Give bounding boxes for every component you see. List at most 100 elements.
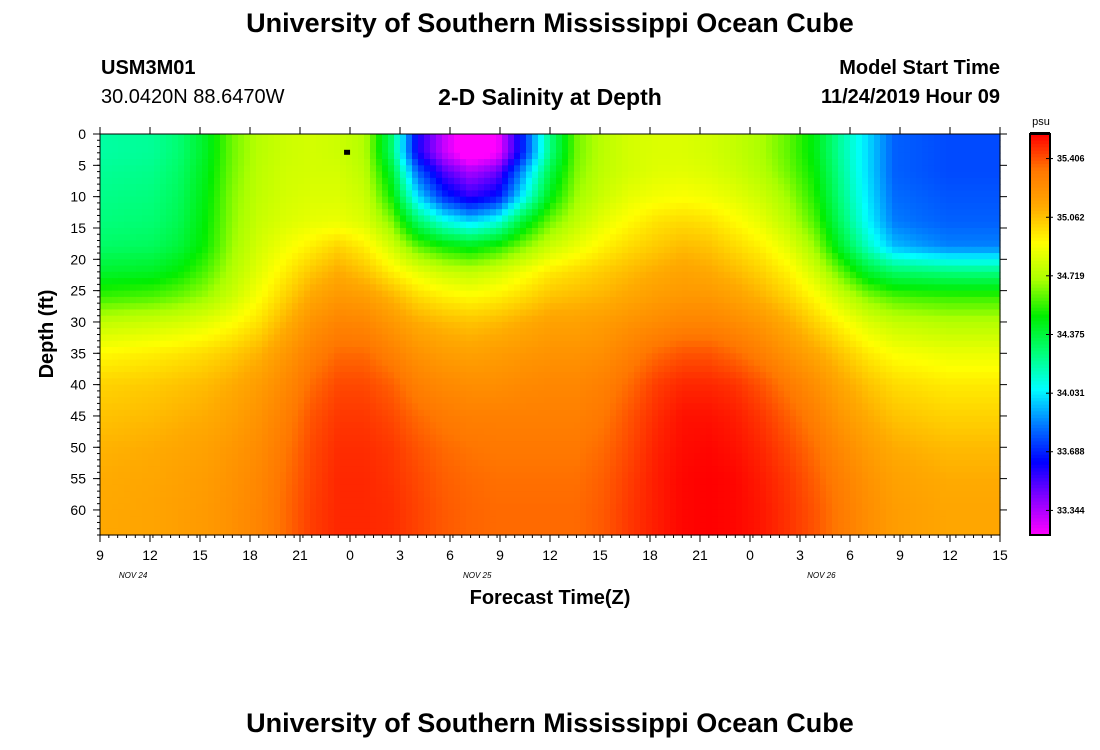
heatmap-cell — [706, 253, 713, 260]
heatmap-cell — [394, 328, 401, 336]
heatmap-cell — [124, 321, 131, 329]
heatmap-cell — [646, 271, 653, 279]
heatmap-cell — [178, 253, 185, 260]
heatmap-cell — [298, 134, 305, 141]
heatmap-cell — [994, 240, 1001, 248]
heatmap-cell — [898, 184, 905, 191]
heatmap-cell — [232, 190, 239, 198]
heatmap-cell — [118, 159, 125, 166]
heatmap-cell — [622, 296, 629, 304]
heatmap-cell — [178, 296, 185, 304]
heatmap-cell — [676, 140, 683, 148]
heatmap-cell — [466, 290, 473, 298]
heatmap-cell — [778, 146, 785, 154]
heatmap-cell — [304, 303, 311, 311]
heatmap-cell — [826, 146, 833, 154]
heatmap-cell — [844, 171, 851, 179]
heatmap-cell — [832, 165, 839, 173]
heatmap-cell — [760, 321, 767, 329]
heatmap-cell — [670, 209, 677, 217]
heatmap-cell — [736, 284, 743, 292]
heatmap-cell — [502, 303, 509, 311]
heatmap-cell — [280, 165, 287, 173]
heatmap-cell — [334, 159, 341, 166]
heatmap-cell — [850, 271, 857, 279]
heatmap-cell — [172, 309, 179, 317]
heatmap-cell — [364, 328, 371, 336]
heatmap-cell — [238, 340, 245, 348]
heatmap-cell — [748, 309, 755, 317]
heatmap-cell — [928, 290, 935, 298]
heatmap-cell — [454, 265, 461, 273]
heatmap-cell — [976, 309, 983, 317]
heatmap-cell — [988, 165, 995, 173]
heatmap-cell — [364, 265, 371, 273]
heatmap-cell — [400, 271, 407, 279]
heatmap-cell — [412, 303, 419, 311]
heatmap-cell — [628, 171, 635, 179]
heatmap-cell — [136, 177, 143, 185]
heatmap-cell — [352, 284, 359, 292]
heatmap-cell — [454, 209, 461, 217]
heatmap-cell — [754, 259, 761, 267]
heatmap-cell — [430, 184, 437, 191]
heatmap-cell — [172, 296, 179, 304]
heatmap-cell — [376, 234, 383, 242]
heatmap-cell — [676, 221, 683, 229]
heatmap-cell — [994, 184, 1001, 191]
heatmap-cell — [340, 284, 347, 292]
heatmap-cell — [196, 140, 203, 148]
heatmap-cell — [460, 246, 467, 254]
heatmap-cell — [454, 309, 461, 317]
heatmap-cell — [874, 146, 881, 154]
heatmap-cell — [934, 221, 941, 229]
heatmap-cell — [718, 328, 725, 336]
heatmap-cell — [250, 303, 257, 311]
heatmap-cell — [178, 315, 185, 323]
heatmap-cell — [250, 265, 257, 273]
heatmap-cell — [448, 190, 455, 198]
heatmap-cell — [274, 234, 281, 242]
heatmap-cell — [904, 240, 911, 248]
heatmap-cell — [538, 152, 545, 160]
heatmap-cell — [778, 177, 785, 185]
heatmap-cell — [586, 265, 593, 273]
heatmap-cell — [970, 234, 977, 242]
heatmap-cell — [352, 303, 359, 311]
heatmap-cell — [346, 184, 353, 191]
heatmap-cell — [502, 259, 509, 267]
heatmap-cell — [964, 284, 971, 292]
heatmap-cell — [580, 290, 587, 298]
heatmap-cell — [262, 321, 269, 329]
heatmap-cell — [826, 209, 833, 217]
heatmap-cell — [838, 278, 845, 285]
heatmap-cell — [730, 159, 737, 166]
heatmap-cell — [820, 246, 827, 254]
heatmap-cell — [850, 202, 857, 210]
heatmap-cell — [928, 303, 935, 311]
heatmap-cell — [610, 259, 617, 267]
heatmap-cell — [622, 146, 629, 154]
heatmap-cell — [358, 196, 365, 204]
heatmap-cell — [646, 290, 653, 298]
heatmap-cell — [190, 221, 197, 229]
heatmap-cell — [562, 246, 569, 254]
heatmap-cell — [868, 253, 875, 260]
heatmap-cell — [436, 290, 443, 298]
heatmap-cell — [910, 165, 917, 173]
heatmap-cell — [934, 159, 941, 166]
heatmap-cell — [556, 146, 563, 154]
heatmap-cell — [700, 227, 707, 235]
heatmap-cell — [682, 234, 689, 242]
heatmap-cell — [400, 221, 407, 229]
heatmap-cell — [130, 134, 137, 141]
heatmap-cell — [556, 215, 563, 223]
heatmap-cell — [208, 177, 215, 185]
heatmap-cell — [316, 171, 323, 179]
heatmap-cell — [838, 253, 845, 260]
heatmap-cell — [292, 134, 299, 141]
heatmap-cell — [256, 171, 263, 179]
heatmap-cell — [226, 152, 233, 160]
heatmap-cell — [442, 221, 449, 229]
heatmap-cell — [568, 196, 575, 204]
